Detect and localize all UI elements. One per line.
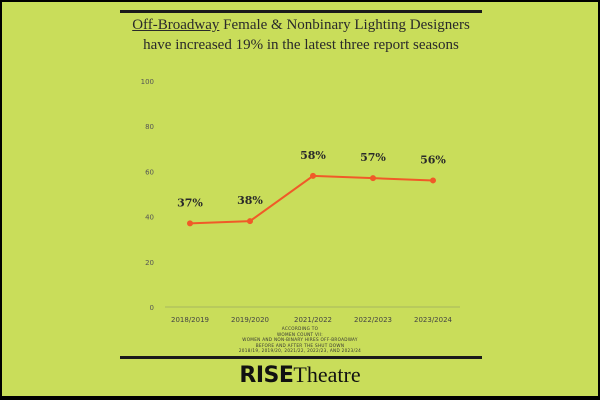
rise-theatre-logo: RISETheatre <box>0 362 600 388</box>
y-tick-label: 60 <box>145 168 154 176</box>
data-point <box>247 218 253 225</box>
series-line <box>189 174 434 225</box>
data-point <box>370 175 376 182</box>
logo-light: Theatre <box>293 362 361 387</box>
data-point <box>187 220 193 227</box>
data-label: 37% <box>177 196 203 209</box>
x-tick-label: 2019/2020 <box>231 316 269 324</box>
title-rest: Female & Nonbinary Lighting Designers ha… <box>143 17 470 53</box>
y-tick-label: 80 <box>145 123 154 131</box>
x-tick-label: 2021/2022 <box>294 316 332 324</box>
chart-title: Off-Broadway Female & Nonbinary Lighting… <box>120 15 482 55</box>
y-tick-label: 40 <box>145 214 154 222</box>
footnote-line: WOMEN COUNT VII: <box>276 331 323 337</box>
data-label: 58% <box>300 149 326 162</box>
footnote-line: BEFORE AND AFTER THE SHUT DOWN <box>255 342 345 348</box>
infographic-card <box>2 2 598 396</box>
y-tick-label: 100 <box>141 78 154 86</box>
x-tick-label: 2018/2019 <box>171 316 209 324</box>
logo-bold: RISE <box>239 363 294 388</box>
data-label: 56% <box>420 153 446 166</box>
data-point <box>310 172 316 179</box>
footnote-line: 2018/19, 2019/20, 2021/22, 2022/23, AND … <box>238 348 362 354</box>
x-tick-label: 2022/2023 <box>354 316 392 324</box>
top-rule <box>120 10 482 13</box>
source-footnote: ACCORDING TO WOMEN COUNT VII: WOMEN AND … <box>200 326 400 354</box>
data-label: 38% <box>237 194 263 207</box>
data-point <box>430 177 436 184</box>
y-tick-label: 20 <box>145 259 154 267</box>
x-tick-label: 2023/2024 <box>414 316 453 324</box>
bottom-rule <box>120 356 482 359</box>
data-label: 57% <box>360 151 386 164</box>
title-underlined: Off-Broadway <box>132 17 220 33</box>
y-tick-label: 0 <box>150 304 154 312</box>
footnote-line: ACCORDING TO <box>281 326 319 331</box>
footnote-line: WOMEN AND NON-BINARY HIRES OFF-BROADWAY <box>242 337 358 343</box>
